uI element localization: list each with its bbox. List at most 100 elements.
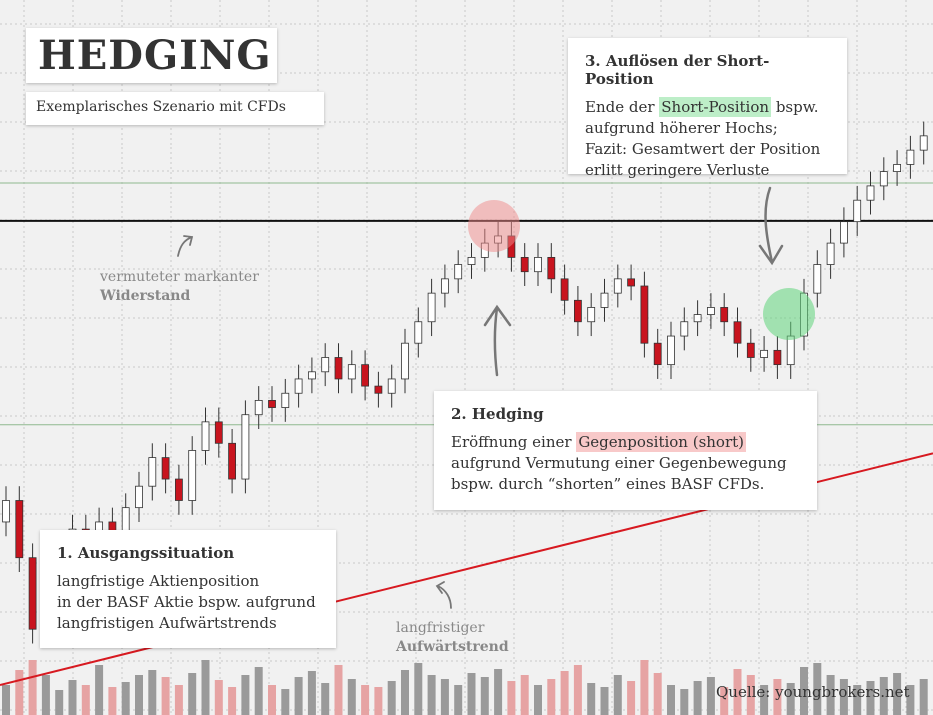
volume-bar	[866, 681, 875, 715]
volume-bar	[520, 675, 529, 715]
volume-bar	[760, 685, 769, 715]
volume-bar	[241, 675, 250, 715]
candle-body	[560, 278, 569, 301]
box-heading: 2. Hedging	[451, 405, 544, 423]
volume-bar	[906, 685, 915, 715]
volume-bar	[494, 669, 503, 715]
volume-bar	[547, 679, 556, 715]
volume-bar	[281, 689, 290, 715]
candle-body	[321, 357, 330, 373]
volume-bar	[161, 677, 170, 715]
title: HEDGING	[38, 32, 272, 79]
volume-bar	[440, 679, 449, 715]
annotation-text: vermuteter markanter	[100, 269, 259, 285]
arrows	[177, 186, 784, 609]
candle-body	[188, 450, 197, 501]
volume-bar	[334, 665, 343, 715]
info-box: 2. Hedging Eröffnung einer Gegenposition …	[434, 391, 817, 510]
box-line: aufgrund höherer Hochs;	[585, 118, 830, 139]
volume-bar	[135, 675, 143, 715]
volume-bar	[188, 673, 197, 715]
annotation-text: langfristiger	[396, 620, 485, 636]
candle-body	[148, 457, 157, 487]
volume-bar	[627, 681, 636, 715]
volume-bar	[108, 687, 117, 715]
candle-body	[707, 307, 715, 316]
candle-body	[534, 256, 542, 273]
highlight: Gegenposition (short)	[576, 432, 747, 452]
volume-bar	[640, 660, 649, 715]
volume-bar	[81, 685, 90, 715]
volume-bar	[467, 673, 476, 715]
candle-body	[135, 485, 143, 509]
volume-bar	[228, 687, 237, 715]
annotation: langfristiger Aufwärtstrend	[396, 619, 509, 657]
volume-bar	[613, 675, 622, 715]
volume-bar	[653, 673, 662, 715]
subtitle-box: Exemplarisches Szenario mit CFDs	[26, 92, 324, 125]
candle-body	[733, 321, 742, 344]
volume-bar	[361, 685, 370, 715]
volume-bar	[347, 679, 356, 715]
volume-bar	[600, 687, 609, 715]
volume-bar	[307, 671, 316, 715]
box-text: langfristige Aktienposition	[57, 572, 260, 590]
volume-bar	[387, 681, 396, 715]
candle-body	[2, 500, 10, 523]
box-line: Ende der Short-Position bspw.	[585, 97, 830, 118]
box-line: langfristige Aktienposition	[57, 571, 319, 592]
candle-body	[28, 557, 37, 630]
candle-body	[773, 349, 782, 366]
volume-bar	[95, 665, 104, 715]
volume-bar	[2, 685, 10, 715]
candle-body	[307, 371, 316, 380]
volume-bar	[667, 685, 675, 715]
candle-body	[653, 342, 662, 366]
candle-body	[268, 399, 276, 408]
exit-marker	[763, 288, 815, 340]
candle-body	[334, 357, 343, 380]
candle-body	[840, 221, 848, 244]
candle-body	[228, 442, 237, 480]
candle-body	[520, 256, 529, 273]
box-line: aufgrund Vermutung einer Gegenbewegung	[451, 453, 800, 474]
hedge-marker	[468, 200, 520, 252]
volume-bar	[680, 689, 689, 715]
candle-body	[174, 478, 183, 501]
candle-body	[401, 342, 409, 380]
box-line: langfristigen Aufwärtstrends	[57, 613, 319, 634]
volume-bar	[507, 681, 516, 715]
candle-body	[826, 242, 835, 265]
annotation-bold: Widerstand	[100, 288, 191, 304]
volume-bar	[201, 660, 210, 715]
box-text: Ende der	[585, 98, 660, 116]
candle-body	[15, 500, 24, 559]
volume-bar	[268, 685, 276, 715]
box-text: bspw. durch “shorten” eines BASF CFDs.	[451, 475, 765, 493]
volume-bar	[800, 667, 808, 715]
volume-bar	[893, 673, 902, 715]
volume-bar	[826, 675, 835, 715]
candle-body	[467, 256, 476, 265]
volume-bar	[573, 665, 582, 715]
volume-bar	[254, 667, 263, 715]
volume-bar	[813, 663, 822, 715]
candle-body	[746, 342, 755, 358]
candle-body	[786, 335, 795, 366]
candle-body	[547, 256, 556, 280]
volume-bar	[720, 687, 729, 715]
candle-body	[587, 307, 596, 323]
box-text: Fazit: Gesamtwert der Position	[585, 140, 821, 158]
volume-bar	[374, 687, 383, 715]
candle-body	[853, 199, 862, 223]
candle-body	[693, 314, 702, 323]
candle-body	[454, 264, 463, 280]
volume-bar	[214, 680, 223, 715]
volume-bar	[879, 677, 888, 715]
candle-body	[281, 392, 290, 408]
candle-body	[361, 364, 370, 387]
volume-bar	[786, 683, 795, 715]
candle-body	[387, 378, 396, 394]
volume-bar	[55, 690, 64, 715]
